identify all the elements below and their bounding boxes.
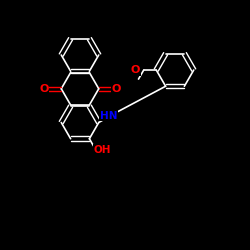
Text: O: O xyxy=(130,65,140,75)
Text: O: O xyxy=(112,84,121,94)
Text: OH: OH xyxy=(93,144,110,154)
Text: O: O xyxy=(39,84,48,94)
Text: HN: HN xyxy=(100,110,117,121)
